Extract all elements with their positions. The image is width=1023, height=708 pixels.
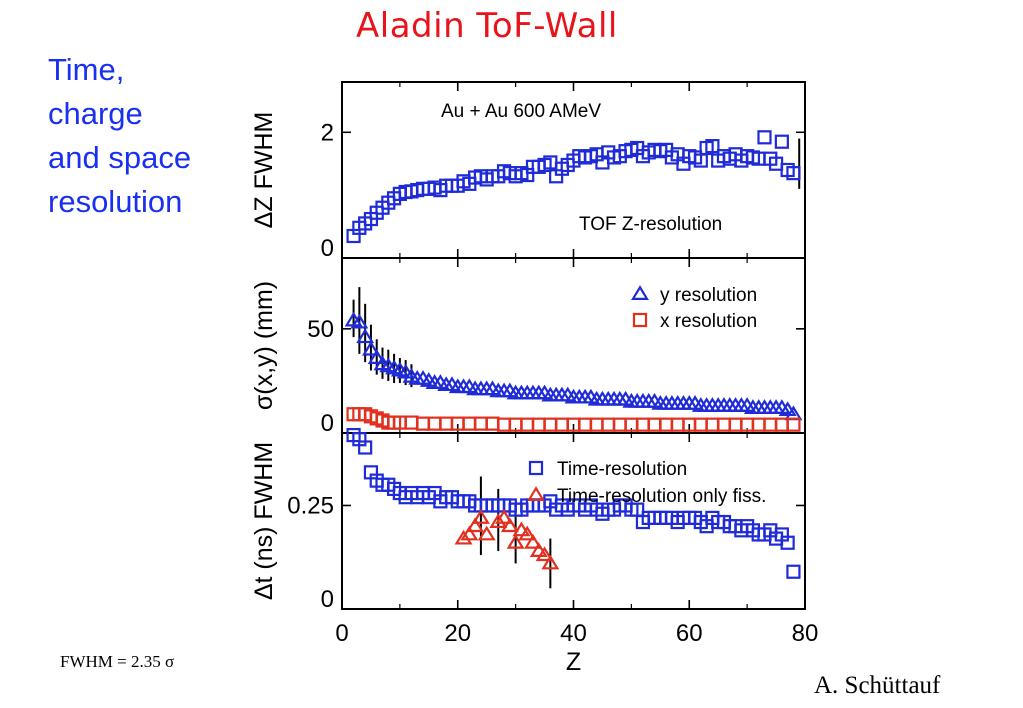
x-resolution-point [520,417,535,432]
x-resolution-point [589,417,604,432]
x-resolution-point [601,417,616,432]
time-resolution-only-fiss-point [489,513,508,528]
y-tick-label: 0 [321,410,334,437]
x-resolution-point [473,416,488,431]
y-resolution-point [778,401,797,417]
x-resolution-point [705,417,720,432]
time-resolution-only-fiss-point [454,529,473,545]
x-resolution-point [786,417,801,432]
author-credit: A. Schüttauf [814,672,941,699]
time-resolution-only-fiss-point [495,509,514,524]
x-tick-label: 0 [335,620,348,647]
time-resolution-only-fiss-point [535,546,554,562]
x-resolution-point [635,417,651,432]
time-resolution-point [786,564,801,579]
side-heading: Time, charge and space resolution [48,48,191,224]
fwhm-footnote: FWHM = 2.35 σ [60,652,175,671]
time-resolution-only-fiss-point [512,521,531,537]
y-resolution-point [367,349,386,364]
slide-title: Aladin ToF-Wall [356,6,618,46]
top-point [774,134,789,149]
time-resolution-point [358,440,373,455]
x-resolution-point [716,417,732,432]
y-axis-label: Δt (ns) FWHM [250,442,278,600]
legend-label: Time-resolution [557,459,687,480]
reaction-annotation: Au + Au 600 AMeV [441,101,601,122]
y-resolution-point [361,340,380,356]
y-resolution-point [350,313,369,329]
y-axis-label: ΔZ FWHM [250,112,278,229]
time-resolution-only-fiss-point [524,533,542,549]
side-heading-line: resolution [48,184,183,219]
x-resolution-point [693,417,708,432]
x-resolution-point [554,417,570,432]
x-resolution-point [485,416,500,431]
y-resolution-point [396,363,415,379]
x-resolution-point [774,417,789,432]
y-tick-label: 0 [321,235,334,262]
x-resolution-point [658,417,674,432]
x-resolution-point [415,416,431,431]
top-point [705,139,720,154]
time-resolution-point [780,535,795,550]
top-panel: 0 2 ΔZ FWHM Au + Au 600 AMeV TOF Z-resolutio… [250,81,806,262]
legend-label: Time-resolution only fiss. [557,486,766,507]
time-resolution-only-fiss-point [541,554,560,570]
y-axis-label: σ(x,y) (mm) [250,281,278,410]
x-resolution-point [543,417,558,432]
x-resolution-point [531,417,546,432]
y-tick-label: 50 [307,316,334,343]
time-resolution-only-fiss-point [518,525,537,541]
x-resolution-point [577,417,593,432]
x-tick-label: 80 [792,620,819,647]
top-point [757,130,772,145]
time-resolution-only-fiss-point [500,517,519,533]
legend-marker [527,486,545,501]
legend-marker [528,460,544,476]
x-resolution-point [427,416,442,431]
time-resolution-only-fiss-point [471,509,490,524]
side-heading-line: charge [48,96,143,131]
middle-panel: 0 50 σ(x,y) (mm) y resolution x resolution [250,257,806,437]
time-resolution-only-fiss-point [506,533,525,549]
panels-layer: 0 2 ΔZ FWHM Au + Au 600 AMeV TOF Z-resolutio… [250,81,819,676]
time-resolution-only-fiss-point [529,542,548,557]
x-resolution-point [670,417,685,432]
x-resolution-point [647,417,662,432]
time-resolution-only-fiss-point [466,517,485,533]
x-tick-label: 60 [676,620,703,647]
x-resolution-point [462,416,477,431]
x-resolution-point [751,417,766,432]
legend-label: x resolution [660,311,757,332]
x-resolution-point [439,416,454,431]
y-tick-label: 0 [321,586,334,613]
side-heading-line: and space [48,140,192,175]
y-tick-label: 2 [321,119,334,146]
side-heading-line: Time, [48,52,125,87]
x-resolution-point [404,415,419,430]
x-resolution-point [612,417,627,432]
x-axis-label: Z [566,648,581,676]
bottom-panel: 0 0.25 Δt (ns) FWHM Time-resolution Time-res… [250,427,819,676]
time-resolution-only-fiss-point [477,525,496,541]
x-tick-label: 20 [444,620,471,647]
x-resolution-point [763,417,778,432]
legend-marker [632,312,648,328]
panel-annotation: TOF Z-resolution [579,214,722,235]
y-resolution-point [356,328,375,344]
time-resolution-only-fiss-point [460,525,479,541]
y-tick-label: 0.25 [287,492,334,519]
top-point [786,166,801,181]
x-resolution-point [496,417,512,432]
legend-label: y resolution [660,285,757,306]
x-tick-label: 40 [560,620,587,647]
x-resolution-point [728,417,743,432]
legend-marker [631,285,649,300]
